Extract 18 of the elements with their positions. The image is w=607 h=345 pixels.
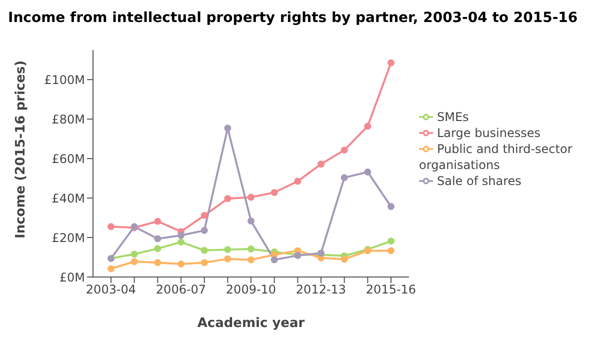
legend-label: SMEs	[437, 110, 469, 124]
x-tick-label: 2003-04	[86, 282, 136, 297]
y-tick-label: £40M	[52, 191, 85, 206]
x-tick-label: 2015-16	[366, 282, 416, 297]
y-tick-label: £0M	[59, 270, 85, 284]
y-tick-label: £60M	[52, 152, 85, 166]
x-tick-label: 2006-07	[156, 282, 206, 297]
x-tick-label: 2012-13	[296, 282, 346, 297]
y-tick-label: £80M	[52, 112, 85, 126]
y-tick-label: £100M	[44, 72, 85, 87]
legend-label: Public and third-sector organisations	[419, 142, 572, 172]
y-tick-label: £20M	[52, 230, 85, 245]
x-axis-title: Academic year	[197, 316, 306, 331]
legend-label: Sale of shares	[437, 174, 522, 188]
chart-title: Income from intellectual property rights by partner, 2003-04 to 2015-16	[8, 9, 579, 28]
y-axis-title: Income (2015-16 prices)	[14, 60, 29, 238]
legend-label: Large businesses	[437, 126, 541, 140]
x-tick-label: 2009-10	[226, 282, 276, 297]
